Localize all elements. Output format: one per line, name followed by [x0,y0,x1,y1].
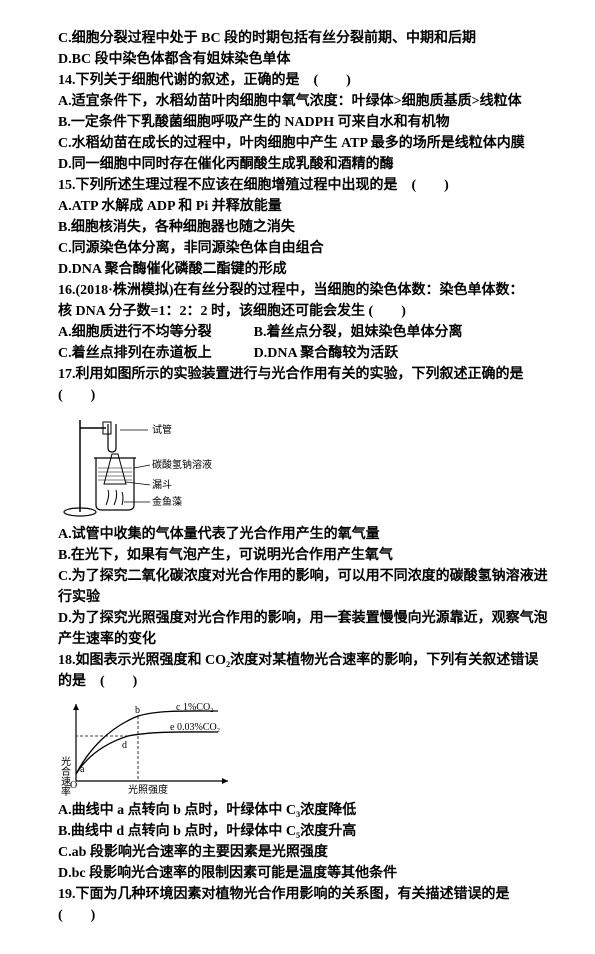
text-line: C.同源染色体分离，非同源染色体自由组合 [58,238,537,259]
text-line: D.BC 段中染色体都含有姐妹染色单体 [58,49,537,70]
text-line: 18.如图表示光照强度和 CO₂浓度对某植物光合速率的影响，下列有关叙述错误 [58,650,537,671]
text-line: C.水稻幼苗在成长的过程中，叶肉细胞中产生 ATP 最多的场所是线粒体内膜 [58,133,537,154]
text-line: 核 DNA 分子数=1：2：2 时，该细胞还可能会发生 ( ) [58,301,537,322]
experiment-diagram: 试管 碳酸氢钠溶液 漏斗 金鱼藻 [58,410,537,520]
text-line: C.细胞分裂过程中处于 BC 段的时期包括有丝分裂前期、中期和后期 [58,28,537,49]
chart-label-o: O [70,780,77,791]
text-line: A.ATP 水解成 ADP 和 Pi 并释放能量 [58,196,537,217]
diagram-label-plant: 金鱼藻 [152,495,182,508]
text-line: D.bc 段影响光合速率的限制因素可能是温度等其他条件 [58,863,537,884]
diagram-label-solution: 碳酸氢钠溶液 [152,458,212,471]
text-line: 17.利用如图所示的实验装置进行与光合作用有关的实验，下列叙述正确的是 [58,364,537,385]
text-line: C.为了探究二氧化碳浓度对光合作用的影响，可以用不同浓度的碳酸氢钠溶液进 [58,566,537,587]
chart-diagram: O a b c 1%CO₂ d e 0.03%CO₂ 光合速率 光照强度 [58,696,537,796]
text-line: 产生速率的变化 [58,629,537,650]
text-line: B.细胞核消失，各种细胞器也随之消失 [58,217,537,238]
text-line: 14.下列关于细胞代谢的叙述，正确的是 ( ) [58,70,537,91]
chart-label-e: e 0.03%CO₂ [170,722,220,733]
text-line: A.试管中收集的气体量代表了光合作用产生的氧气量 [58,524,537,545]
text-line: B.一定条件下乳酸菌细胞呼吸产生的 NADPH 可来自水和有机物 [58,112,537,133]
chart-label-c: c 1%CO₂ [176,702,214,713]
text-line: D.DNA 聚合酶催化磷酸二酯键的形成 [58,259,537,280]
text-line: 15.下列所述生理过程不应该在细胞增殖过程中出现的是 ( ) [58,175,537,196]
text-line: A.细胞质进行不均等分裂 B.着丝点分裂，姐妹染色单体分离 [58,322,537,343]
chart-ylabel: 光合速率 [59,755,71,796]
text-line: 的是 ( ) [58,671,537,692]
chart-label-b: b [135,705,140,716]
text-line: ( ) [58,905,537,926]
diagram-label-tube: 试管 [152,423,172,436]
text-line: D.为了探究光照强度对光合作用的影响，用一套装置慢慢向光源靠近，观察气泡 [58,608,537,629]
text-line: B.曲线中 d 点转向 b 点时，叶绿体中 C₅浓度升高 [58,821,537,842]
diagram-label-funnel: 漏斗 [152,479,172,491]
text-line: D.同一细胞中同时存在催化丙酮酸生成乳酸和酒精的酶 [58,154,537,175]
chart-label-a: a [80,764,85,775]
text-line: A.曲线中 a 点转向 b 点时，叶绿体中 C₃浓度降低 [58,800,537,821]
text-line: B.在光下，如果有气泡产生，可说明光合作用产生氧气 [58,545,537,566]
text-line: A.适宜条件下，水稻幼苗叶肉细胞中氧气浓度：叶绿体>细胞质基质>线粒体 [58,91,537,112]
text-line: 19.下面为几种环境因素对植物光合作用影响的关系图，有关描述错误的是 [58,884,537,905]
text-line: 16.(2018·株洲模拟)在有丝分裂的过程中，当细胞的染色体数：染色单体数： [58,280,537,301]
text-line: ( ) [58,385,537,406]
chart-label-d: d [122,740,127,751]
text-line: 行实验 [58,587,537,608]
text-line: C.着丝点排列在赤道板上 D.DNA 聚合酶较为活跃 [58,343,537,364]
chart-xlabel: 光照强度 [128,783,168,796]
text-line: C.ab 段影响光合速率的主要因素是光照强度 [58,842,537,863]
